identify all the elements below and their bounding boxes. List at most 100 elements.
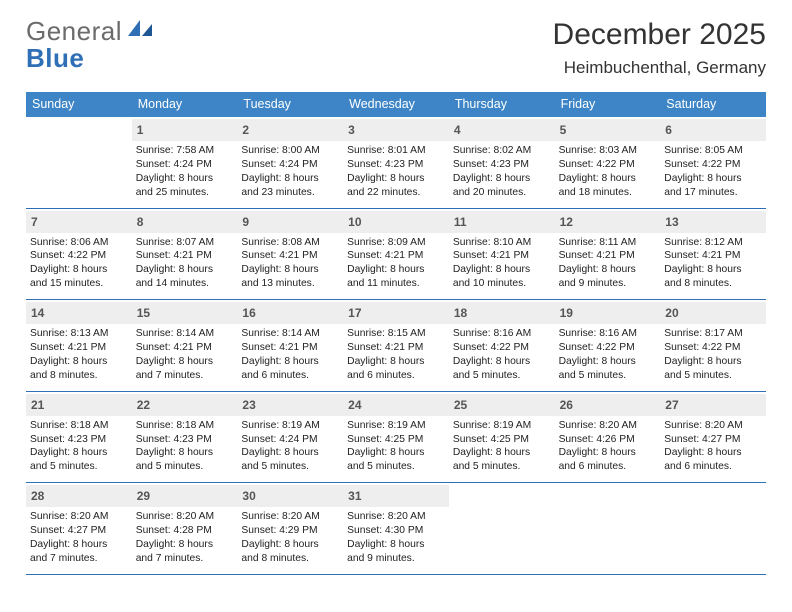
day-detail-line: Sunset: 4:21 PM: [136, 249, 234, 263]
day-detail-line: Sunrise: 7:58 AM: [136, 144, 234, 158]
day-detail-line: and 17 minutes.: [664, 186, 762, 200]
day-detail-line: Sunrise: 8:13 AM: [30, 327, 128, 341]
day-detail-line: Sunset: 4:26 PM: [559, 433, 657, 447]
dow-cell: Tuesday: [237, 92, 343, 117]
dow-cell: Saturday: [660, 92, 766, 117]
day-detail-line: Sunrise: 8:18 AM: [30, 419, 128, 433]
day-detail-line: Sunrise: 8:19 AM: [347, 419, 445, 433]
brand-text: General Blue: [26, 18, 122, 72]
day-detail-line: Sunrise: 8:03 AM: [559, 144, 657, 158]
title-block: December 2025 Heimbuchenthal, Germany: [553, 18, 766, 78]
day-detail-line: Daylight: 8 hours: [241, 355, 339, 369]
day-cell: 3Sunrise: 8:01 AMSunset: 4:23 PMDaylight…: [343, 117, 449, 208]
day-cell: 8Sunrise: 8:07 AMSunset: 4:21 PMDaylight…: [132, 209, 238, 300]
day-detail-line: Sunset: 4:21 PM: [664, 249, 762, 263]
brand-logo: General Blue: [26, 18, 154, 72]
day-detail-line: Sunrise: 8:16 AM: [453, 327, 551, 341]
day-cell: 29Sunrise: 8:20 AMSunset: 4:28 PMDayligh…: [132, 483, 238, 574]
day-cell: 2Sunrise: 8:00 AMSunset: 4:24 PMDaylight…: [237, 117, 343, 208]
day-cell: 14Sunrise: 8:13 AMSunset: 4:21 PMDayligh…: [26, 300, 132, 391]
day-detail-line: Sunset: 4:21 PM: [453, 249, 551, 263]
day-number-bar: 31: [343, 485, 449, 507]
day-number-bar: 2: [237, 119, 343, 141]
day-detail-line: and 9 minutes.: [347, 552, 445, 566]
brand-word1: General: [26, 16, 122, 46]
day-number-bar: 4: [449, 119, 555, 141]
day-detail-line: Daylight: 8 hours: [453, 263, 551, 277]
day-detail-line: Daylight: 8 hours: [136, 538, 234, 552]
day-detail-line: Sunrise: 8:20 AM: [241, 510, 339, 524]
day-number-bar: 16: [237, 302, 343, 324]
day-detail-line: and 9 minutes.: [559, 277, 657, 291]
day-detail-line: Daylight: 8 hours: [559, 355, 657, 369]
day-detail-line: Sunrise: 8:19 AM: [453, 419, 551, 433]
day-number: 16: [242, 306, 255, 320]
day-detail-line: Sunrise: 8:05 AM: [664, 144, 762, 158]
day-detail-line: and 23 minutes.: [241, 186, 339, 200]
day-cell: 4Sunrise: 8:02 AMSunset: 4:23 PMDaylight…: [449, 117, 555, 208]
calendar-page: General Blue December 2025 Heimbuchentha…: [0, 0, 792, 612]
day-detail-line: Daylight: 8 hours: [30, 263, 128, 277]
day-cell: 10Sunrise: 8:09 AMSunset: 4:21 PMDayligh…: [343, 209, 449, 300]
week-row: 21Sunrise: 8:18 AMSunset: 4:23 PMDayligh…: [26, 392, 766, 484]
day-detail-line: Sunset: 4:24 PM: [136, 158, 234, 172]
day-number-bar: 9: [237, 211, 343, 233]
day-number: 15: [137, 306, 150, 320]
day-number: 6: [665, 123, 672, 137]
dow-cell: Monday: [132, 92, 238, 117]
day-detail-line: and 6 minutes.: [347, 369, 445, 383]
day-detail-line: Sunrise: 8:16 AM: [559, 327, 657, 341]
week-row: 7Sunrise: 8:06 AMSunset: 4:22 PMDaylight…: [26, 209, 766, 301]
day-number: 12: [560, 215, 573, 229]
day-detail-line: Daylight: 8 hours: [347, 446, 445, 460]
day-detail-line: Daylight: 8 hours: [241, 263, 339, 277]
day-detail-line: Sunset: 4:22 PM: [559, 158, 657, 172]
day-detail-line: Daylight: 8 hours: [136, 172, 234, 186]
day-cell: 20Sunrise: 8:17 AMSunset: 4:22 PMDayligh…: [660, 300, 766, 391]
day-detail-line: and 8 minutes.: [241, 552, 339, 566]
day-detail-line: Sunset: 4:21 PM: [241, 249, 339, 263]
day-number: 29: [137, 489, 150, 503]
day-number-bar: 10: [343, 211, 449, 233]
day-detail-line: Daylight: 8 hours: [559, 172, 657, 186]
day-number-bar: 26: [555, 394, 661, 416]
day-detail-line: and 6 minutes.: [559, 460, 657, 474]
day-number: 20: [665, 306, 678, 320]
day-detail-line: Daylight: 8 hours: [136, 446, 234, 460]
day-detail-line: and 5 minutes.: [453, 460, 551, 474]
day-cell: 19Sunrise: 8:16 AMSunset: 4:22 PMDayligh…: [555, 300, 661, 391]
day-detail-line: Sunrise: 8:14 AM: [241, 327, 339, 341]
day-cell: 26Sunrise: 8:20 AMSunset: 4:26 PMDayligh…: [555, 392, 661, 483]
day-detail-line: Sunrise: 8:15 AM: [347, 327, 445, 341]
day-detail-line: Daylight: 8 hours: [453, 446, 551, 460]
day-detail-line: and 18 minutes.: [559, 186, 657, 200]
day-detail-line: Sunset: 4:21 PM: [347, 341, 445, 355]
day-detail-line: Sunset: 4:22 PM: [664, 341, 762, 355]
day-detail-line: Daylight: 8 hours: [559, 446, 657, 460]
day-detail-line: Sunrise: 8:01 AM: [347, 144, 445, 158]
day-cell: 25Sunrise: 8:19 AMSunset: 4:25 PMDayligh…: [449, 392, 555, 483]
day-detail-line: and 7 minutes.: [30, 552, 128, 566]
day-cell: 5Sunrise: 8:03 AMSunset: 4:22 PMDaylight…: [555, 117, 661, 208]
day-detail-line: and 8 minutes.: [664, 277, 762, 291]
dow-cell: Wednesday: [343, 92, 449, 117]
day-cell: 22Sunrise: 8:18 AMSunset: 4:23 PMDayligh…: [132, 392, 238, 483]
day-cell: 23Sunrise: 8:19 AMSunset: 4:24 PMDayligh…: [237, 392, 343, 483]
day-detail-line: and 5 minutes.: [559, 369, 657, 383]
day-detail-line: and 6 minutes.: [664, 460, 762, 474]
day-cell: [449, 483, 555, 574]
day-detail-line: Sunset: 4:24 PM: [241, 433, 339, 447]
day-detail-line: and 5 minutes.: [347, 460, 445, 474]
day-number: 28: [31, 489, 44, 503]
day-detail-line: Daylight: 8 hours: [347, 172, 445, 186]
day-detail-line: Sunset: 4:21 PM: [347, 249, 445, 263]
day-cell: [660, 483, 766, 574]
brand-sail-icon: [126, 18, 154, 38]
day-detail-line: Daylight: 8 hours: [347, 538, 445, 552]
day-detail-line: Sunset: 4:30 PM: [347, 524, 445, 538]
day-number-bar: 29: [132, 485, 238, 507]
day-number-bar: 30: [237, 485, 343, 507]
day-detail-line: Sunrise: 8:00 AM: [241, 144, 339, 158]
day-number-bar: 21: [26, 394, 132, 416]
day-number: 9: [242, 215, 249, 229]
